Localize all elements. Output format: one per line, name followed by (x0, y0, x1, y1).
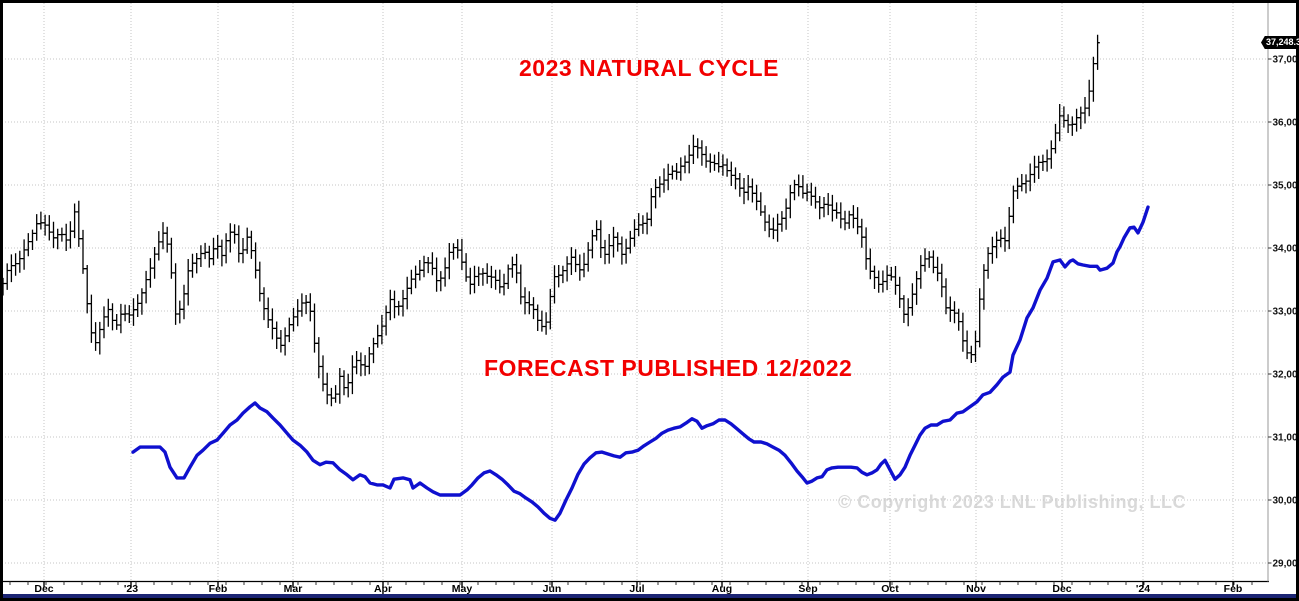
y-axis-label: 35,000 (1273, 181, 1299, 192)
y-axis-label: 30,000 (1273, 496, 1299, 507)
forecast-annotation: FORECAST PUBLISHED 12/2022 (484, 355, 853, 381)
x-axis-label: Dec (34, 583, 53, 595)
x-axis-label: Oct (881, 583, 899, 595)
y-axis-label: 37,000 (1273, 55, 1299, 66)
copyright-watermark: © Copyright 2023 LNL Publishing, LLC (838, 492, 1186, 512)
bottom-border-strip (0, 594, 1299, 601)
x-axis: Dec '23 Feb Mar Apr May Jun Jul Aug Sep Oct Nov Dec '… (2, 580, 1269, 595)
x-axis-label: '24 (1136, 583, 1150, 595)
y-axis-label: 31,000 (1273, 433, 1299, 444)
x-axis-label: Nov (966, 583, 986, 595)
x-axis-label: Apr (374, 583, 392, 595)
x-axis-label: Mar (284, 583, 303, 595)
last-price-tag: 37,248.3 (1261, 36, 1299, 49)
x-axis-label: '23 (124, 583, 138, 595)
grid-layer (2, 3, 1268, 582)
cycle-title-annotation: 2023 NATURAL CYCLE (519, 55, 779, 81)
x-axis-label: Feb (209, 583, 228, 595)
x-axis-label: Feb (1224, 583, 1243, 595)
y-axis: 37,000 36,000 35,000 34,000 33,000 32,000 31,0… (1267, 2, 1299, 582)
x-axis-label: Sep (798, 583, 817, 595)
x-axis-label: Jun (543, 583, 562, 595)
x-axis-label: Aug (712, 583, 732, 595)
y-axis-label: 36,000 (1273, 118, 1299, 129)
x-axis-label: Dec (1052, 583, 1071, 595)
forecast-line-series (131, 205, 1150, 522)
y-axis-label: 33,000 (1273, 307, 1299, 318)
x-axis-label: May (452, 583, 473, 595)
x-axis-label: Jul (629, 583, 644, 595)
y-axis-label: 29,000 (1273, 559, 1299, 570)
y-axis-label: 32,000 (1273, 370, 1299, 381)
ohlc-bars-series (0, 34, 1100, 407)
y-axis-label: 34,000 (1273, 244, 1299, 255)
